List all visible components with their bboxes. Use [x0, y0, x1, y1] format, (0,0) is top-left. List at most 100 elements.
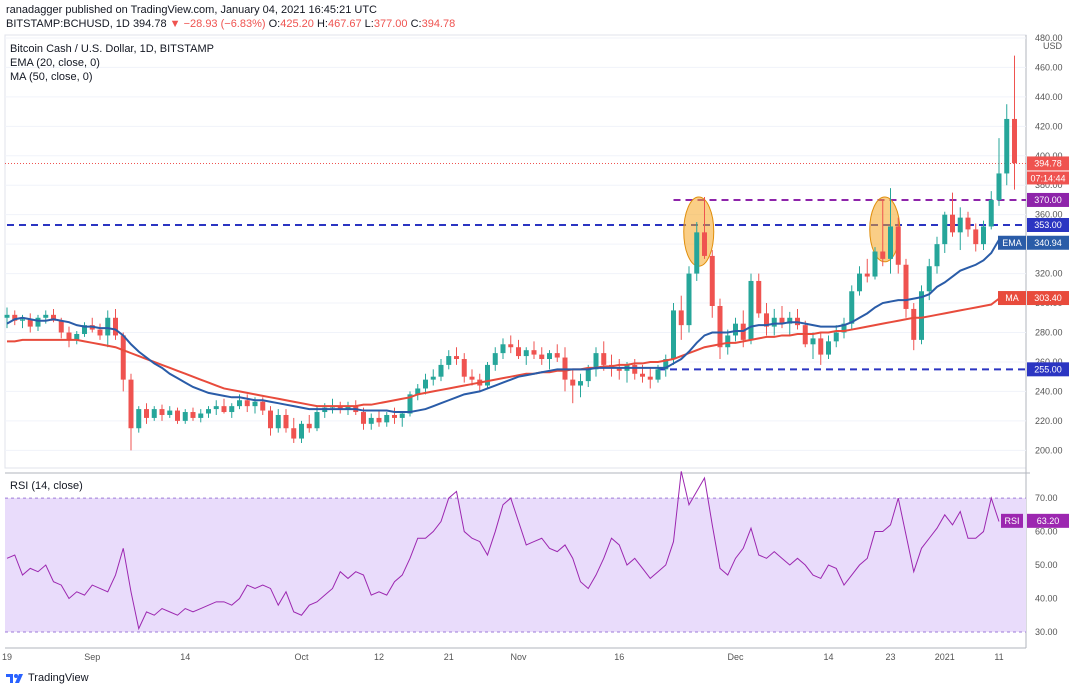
price-label: 370.00 — [1027, 192, 1069, 207]
candle-body — [175, 410, 180, 421]
candle-body — [857, 273, 862, 292]
candle-body — [973, 229, 979, 245]
time-tick-label: Nov — [510, 652, 527, 662]
time-tick-label: Dec — [727, 652, 744, 662]
candle-body — [151, 409, 157, 418]
candle-body — [12, 314, 18, 321]
candle-body — [864, 273, 870, 277]
candle-body — [58, 320, 64, 333]
candle-body — [694, 232, 700, 274]
ema-20-line — [6, 239, 1000, 414]
candle-body — [399, 413, 405, 418]
candle-body — [516, 347, 521, 357]
rsi-tick-label: 40.00 — [1035, 593, 1058, 603]
time-tick-label: 23 — [885, 652, 895, 662]
candle-body — [779, 317, 785, 324]
candle-body — [787, 317, 793, 324]
candle-body — [361, 412, 366, 424]
price-label-text: 394.78 — [1034, 158, 1062, 168]
price-tag-text: EMA — [1002, 238, 1022, 248]
price-label-text: 370.00 — [1034, 195, 1062, 205]
candle-body — [926, 266, 932, 292]
candle-body — [872, 251, 878, 277]
time-tick-label: Oct — [294, 652, 309, 662]
candle-body — [43, 314, 49, 318]
price-label-box — [1027, 362, 1069, 377]
open-label: O: — [268, 18, 281, 30]
candle-body — [818, 338, 824, 355]
candle-body — [252, 401, 258, 407]
candle-body — [678, 310, 684, 326]
legend-ema: EMA (20, close, 0) — [10, 57, 100, 69]
candle-body — [299, 423, 304, 439]
candle-body — [446, 356, 452, 365]
candle-body — [717, 305, 723, 348]
candle-body — [942, 214, 948, 245]
candle-body — [601, 353, 607, 365]
price-tick-label: 400.00 — [1035, 151, 1063, 161]
price-tick-label: 480.00 — [1035, 33, 1063, 43]
candle-body — [965, 217, 971, 230]
candle-body — [407, 394, 413, 414]
symbol: BITSTAMP:BCHUSD, 1D — [6, 18, 130, 30]
price-sub-box — [1027, 171, 1069, 185]
rsi-line — [6, 471, 1000, 631]
price-label-text: 353.00 — [1034, 220, 1062, 230]
candle-body — [461, 359, 467, 377]
candle-body — [4, 314, 10, 318]
candle-body — [415, 388, 421, 395]
price-tag-box — [998, 291, 1026, 306]
price-label-text: 255.00 — [1034, 364, 1062, 374]
candle-body — [20, 319, 25, 321]
candle-body — [934, 244, 940, 267]
candle-body — [888, 226, 893, 259]
candle-body — [283, 414, 289, 429]
candle-body — [105, 317, 111, 336]
price-label-box — [1027, 156, 1069, 171]
candle-body — [663, 359, 669, 370]
candle-body — [74, 333, 80, 340]
price-label-box — [1027, 217, 1069, 232]
candle-body — [671, 310, 676, 360]
price-label-box — [1027, 192, 1069, 207]
candle-body — [725, 335, 731, 348]
candle-body — [438, 364, 444, 377]
price-tick-label: 380.00 — [1035, 180, 1063, 190]
candle-body — [810, 338, 816, 345]
time-tick-label: 21 — [444, 652, 454, 662]
candle-body — [988, 199, 994, 227]
candle-body — [384, 414, 390, 423]
candle-body — [35, 317, 41, 327]
price-label: 255.00 — [1027, 362, 1069, 377]
price-tick-label: 240.00 — [1035, 386, 1063, 396]
candle-body — [578, 381, 583, 386]
price-tick-label: 220.00 — [1035, 416, 1063, 426]
candle-body — [430, 376, 436, 380]
candle-body — [554, 353, 560, 358]
candle-body — [260, 401, 266, 411]
candle-body — [229, 406, 235, 413]
candle-body — [826, 341, 831, 355]
candle-body — [593, 353, 599, 370]
price-tick-label: 420.00 — [1035, 121, 1063, 131]
candle-body — [275, 414, 281, 429]
candle-body — [996, 173, 1002, 200]
candle-body — [849, 291, 855, 324]
candle-body — [376, 417, 382, 423]
price-label: 394.78 07:14:44 — [1027, 156, 1069, 185]
chart-canvas[interactable]: 200.00220.00240.00260.00280.00300.00320.… — [0, 0, 1080, 672]
candle-body — [585, 369, 591, 382]
candle-body — [771, 317, 777, 327]
candle-body — [632, 364, 638, 374]
publisher-text: ranadagger published on TradingView.com,… — [6, 4, 377, 16]
low-label: L: — [364, 18, 374, 30]
close-label: C: — [410, 18, 422, 30]
candle-body — [469, 376, 475, 380]
price-sub-text: 07:14:44 — [1030, 173, 1065, 183]
time-tick-label: 16 — [614, 652, 624, 662]
candle-body — [66, 332, 72, 340]
candle-body — [337, 406, 343, 410]
candle-body — [833, 332, 839, 342]
candle-body — [640, 373, 645, 377]
candle-body — [616, 367, 622, 371]
